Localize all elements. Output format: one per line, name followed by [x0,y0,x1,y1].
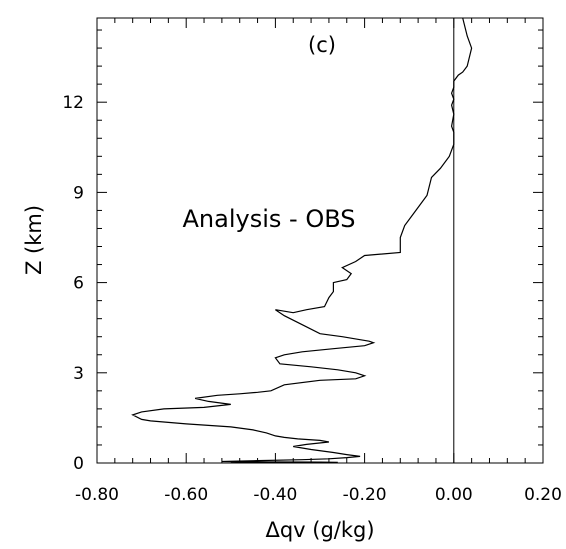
annotation-label: Analysis - OBS [183,205,356,233]
x-tick-label: 0.00 [435,485,473,505]
x-tick-label: -0.80 [75,485,119,505]
y-tick-label: 12 [62,93,84,113]
panel-label: (c) [308,33,336,57]
x-tick-label: -0.20 [343,485,387,505]
x-tick-label: -0.40 [253,485,297,505]
ticks [96,18,544,464]
x-tick-label: 0.20 [524,485,562,505]
axes [96,17,544,464]
y-axis-title: Z (km) [22,205,46,275]
plot-frame [96,17,544,464]
x-axis-title: Δqv (g/kg) [265,518,374,542]
tick-labels: -0.80 -0.60 -0.40 -0.20 0.00 0.20 0 3 6 9 12 [62,93,562,505]
x-tick-label: -0.60 [164,485,208,505]
y-tick-label: 9 [73,183,84,203]
y-tick-label: 0 [73,454,84,474]
y-tick-label: 3 [73,364,84,384]
y-tick-label: 6 [73,274,84,294]
series-line [131,17,473,464]
